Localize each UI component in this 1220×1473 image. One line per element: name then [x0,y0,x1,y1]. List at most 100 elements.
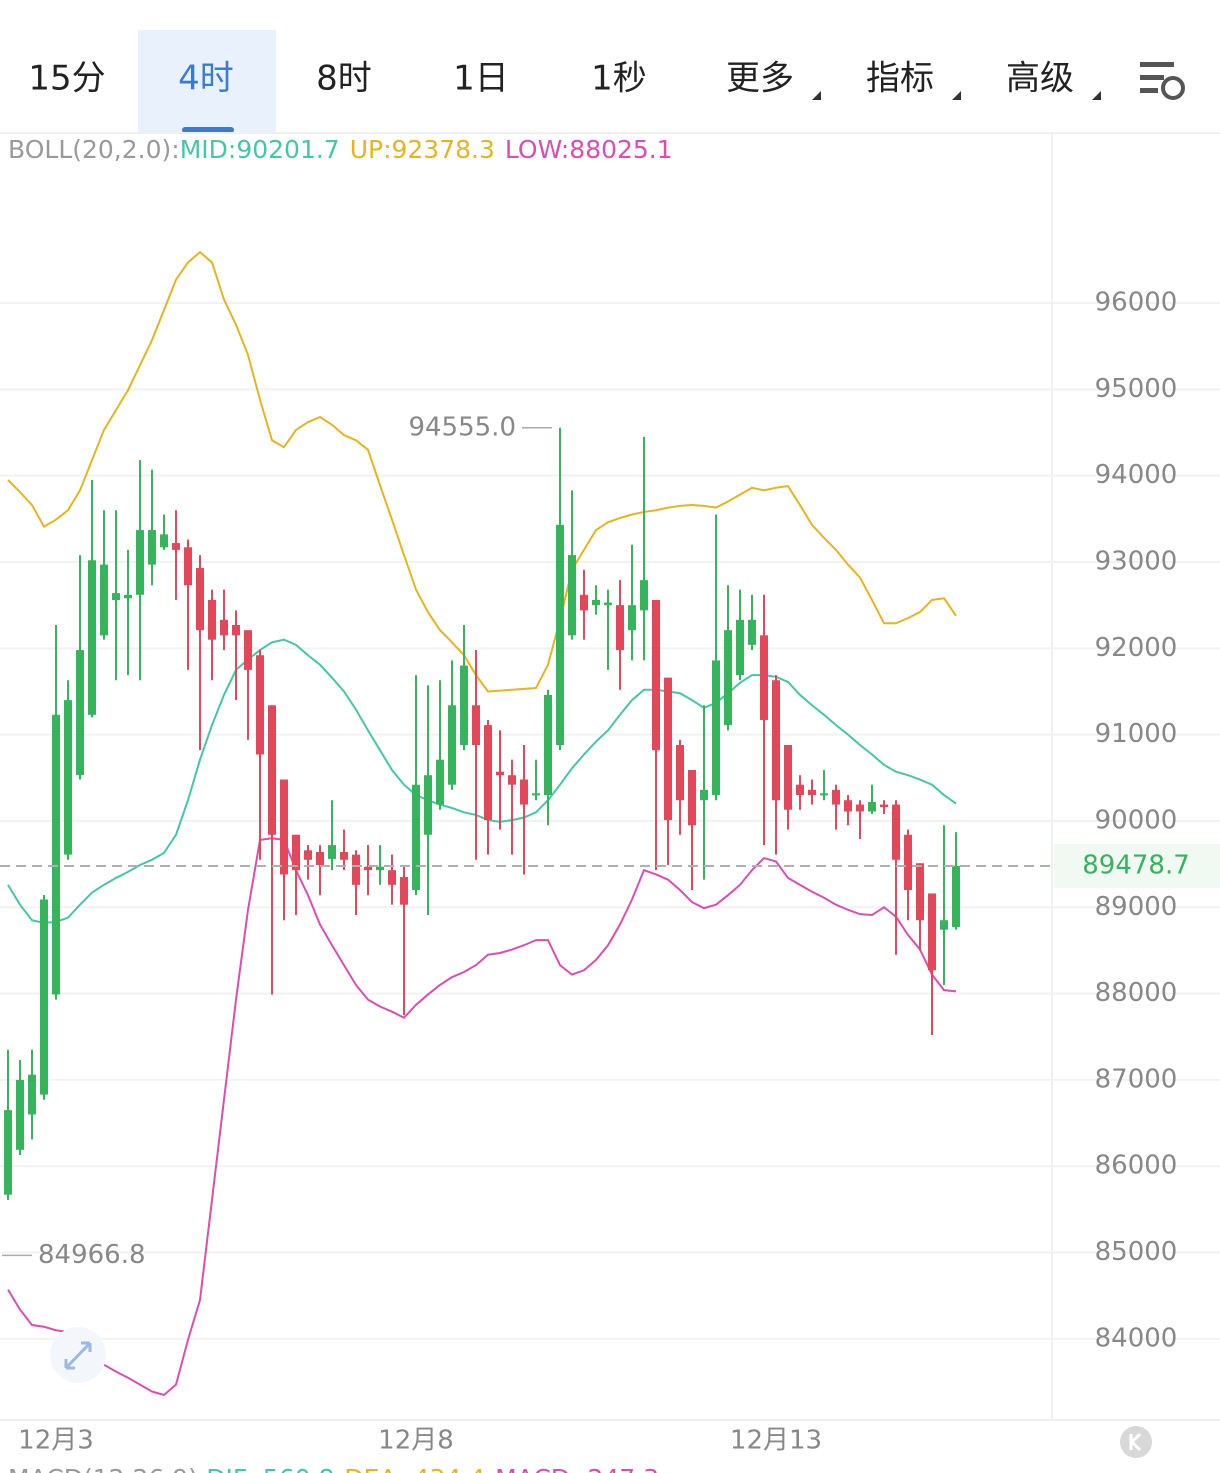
candle-body [940,920,948,930]
band-line [7,638,957,924]
tab-label: 4时 [178,59,234,99]
candle-body [748,619,756,645]
candle-body [928,893,936,971]
candle-body [856,804,864,812]
button-bg [1120,1426,1152,1458]
candle-body [892,804,900,860]
candle-body [28,1074,36,1115]
tab-indicator [182,127,234,133]
candle-body [628,605,636,631]
candle-body [520,779,528,805]
candle-body [640,580,648,611]
expand-icon [64,1341,92,1370]
candle-body [460,665,468,745]
tab[interactable]: 更多 [726,59,821,101]
candle-body [760,635,768,720]
dropdown-caret [812,91,821,100]
candle-body [580,594,588,611]
legend-item: LOW:88025.1 [505,135,673,164]
tab[interactable]: 4时 [138,30,276,133]
candles [4,427,960,1200]
candle-body [256,655,264,755]
expand-button[interactable] [50,1327,106,1383]
tab[interactable]: 1日 [453,59,509,99]
candle-body [688,770,696,826]
candle-body [496,771,504,776]
candle-body [700,789,708,801]
candle-body [268,705,276,835]
candle-body [556,524,564,745]
candle-body [772,680,780,801]
tab[interactable]: 指标 [866,59,961,101]
grid: 84000 85000 86000 87000 88000 89000 90000 91000… [0,288,1220,1456]
candle-body [712,660,720,796]
candle-body [4,1110,12,1195]
candle-body [736,619,744,676]
candle-body [100,564,108,636]
candle-body [916,863,924,921]
candle-body [544,694,552,796]
candle-body [844,800,852,812]
tab-highlight [138,30,276,133]
candle-body [40,899,48,1095]
tab[interactable]: 高级 [1006,59,1101,101]
candle-body [532,793,540,796]
tab[interactable]: 1秒 [591,59,647,99]
legend-item: UP:92378.3 [350,135,495,164]
candle-body [208,599,216,640]
candle-body [232,625,240,636]
legend-item: MACD:-247.3 [495,1464,659,1473]
candle-body [592,599,600,606]
tab[interactable]: 15分 [28,59,105,99]
candle-body [832,789,840,805]
legend-item: MID:90201.7 [180,135,340,164]
y-tick-label: 87000 [1095,1064,1178,1094]
candle-body [136,530,144,595]
candle-body [808,789,816,796]
candle-body [400,877,408,905]
icon-bar [1140,75,1164,80]
y-tick-label: 92000 [1095,633,1178,663]
candle-body [784,744,792,810]
tab-label: 1秒 [591,59,647,99]
candle-body [328,845,336,859]
candle-body [472,705,480,745]
tab-label: 15分 [28,59,105,99]
candle-body [244,630,252,670]
candle-body [172,543,180,550]
candle-body [304,850,312,860]
tab-label: 更多 [726,59,794,99]
candle-body [148,530,156,565]
candle-body [448,705,456,785]
settings-icon[interactable] [1140,62,1185,100]
candle-body [352,854,360,885]
candle-body [376,866,384,871]
icon-bar [1140,88,1158,93]
candle-body [904,834,912,891]
legend-item: MACD(12,26,9): [8,1464,206,1473]
candle-body [64,700,72,855]
candle-body [484,725,492,821]
candle-body [952,865,960,928]
legend-item: BOLL(20,2.0): [8,135,180,164]
candle-body [388,870,396,885]
annotation-label: 94555.0 [408,412,516,442]
k-button[interactable] [1120,1426,1152,1458]
tab-label: 高级 [1006,59,1074,99]
candle-body [196,568,204,631]
candle-body [868,801,876,812]
candle-body [364,866,372,871]
last-price-bg [1054,843,1220,888]
k-icon [1129,1432,1142,1452]
dropdown-caret [952,91,961,100]
candle-body [412,784,420,891]
overlay: 89478.7 94555.0 84966.8 [0,412,1220,1270]
candle-body [568,555,576,636]
candle-body [280,779,288,875]
tab[interactable]: 8时 [316,59,372,99]
candle-body [124,594,132,599]
candle-body [508,775,516,785]
dropdown-caret [1092,91,1101,100]
candle-body [316,852,324,865]
